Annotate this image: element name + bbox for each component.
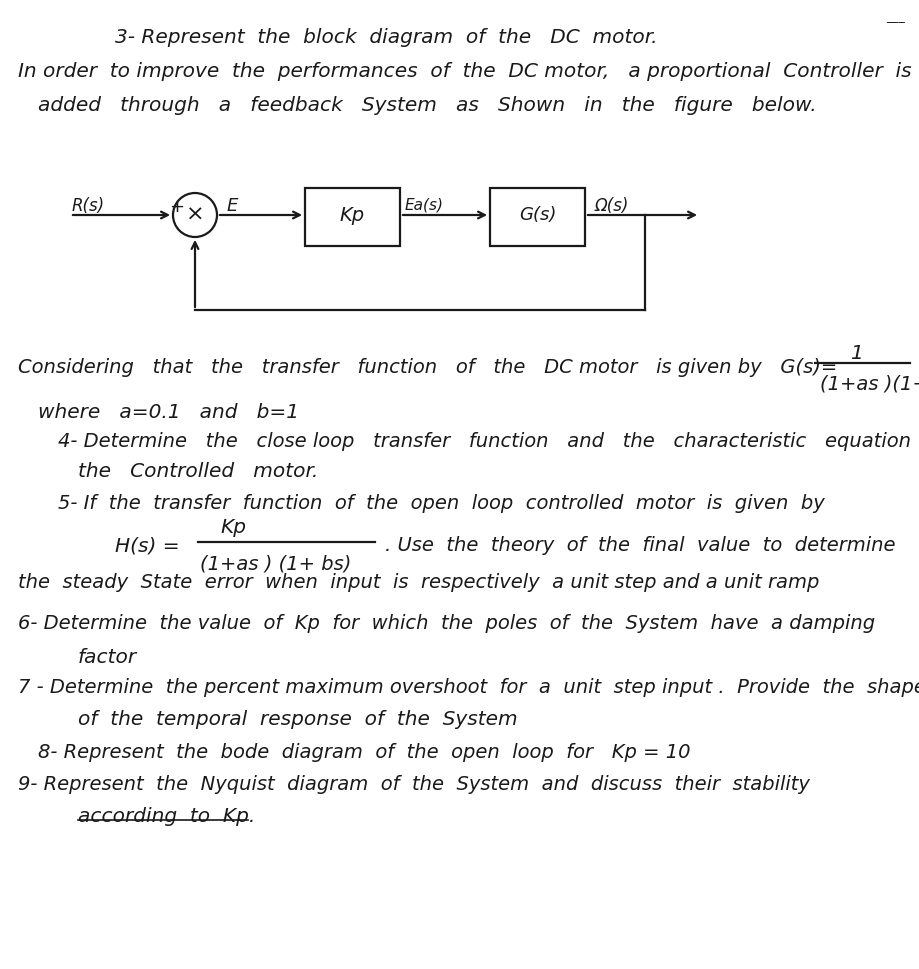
Text: . Use  the  theory  of  the  final  value  to  determine: . Use the theory of the final value to d… bbox=[385, 536, 895, 555]
Text: 3- Represent  the  block  diagram  of  the   DC  motor.: 3- Represent the block diagram of the DC… bbox=[115, 28, 657, 47]
Text: Ea(s): Ea(s) bbox=[405, 197, 444, 212]
Text: Ω(s): Ω(s) bbox=[595, 197, 630, 215]
Text: added   through   a   feedback   System   as   Shown   in   the   figure   below: added through a feedback System as Shown… bbox=[38, 96, 817, 115]
Text: Kp: Kp bbox=[340, 205, 365, 225]
Text: Kp: Kp bbox=[220, 518, 246, 537]
Text: 8- Represent  the  bode  diagram  of  the  open  loop  for   Kp = 10: 8- Represent the bode diagram of the ope… bbox=[38, 743, 690, 762]
Text: the  steady  State  error  when  input  is  respectively  a unit step and a unit: the steady State error when input is res… bbox=[18, 573, 820, 592]
Text: Considering   that   the   transfer   function   of   the   DC motor   is given : Considering that the transfer function o… bbox=[18, 358, 837, 377]
Text: H(s) =: H(s) = bbox=[115, 536, 179, 555]
Text: 1: 1 bbox=[850, 344, 862, 363]
Text: R(s): R(s) bbox=[72, 197, 105, 215]
Text: ×: × bbox=[186, 205, 204, 225]
Text: 5- If  the  transfer  function  of  the  open  loop  controlled  motor  is  give: 5- If the transfer function of the open … bbox=[58, 494, 824, 513]
Bar bbox=[305, 188, 400, 246]
Text: where   a=0.1   and   b=1: where a=0.1 and b=1 bbox=[38, 403, 299, 422]
Text: factor: factor bbox=[78, 648, 137, 667]
Text: 9- Represent  the  Nyquist  diagram  of  the  System  and  discuss  their  stabi: 9- Represent the Nyquist diagram of the … bbox=[18, 775, 810, 794]
Text: (1+as )(1+bs): (1+as )(1+bs) bbox=[820, 375, 919, 394]
Text: E: E bbox=[227, 197, 238, 215]
Text: +: + bbox=[169, 198, 184, 216]
Text: of  the  temporal  response  of  the  System: of the temporal response of the System bbox=[78, 710, 517, 729]
Text: 4- Determine   the   close loop   transfer   function   and   the   characterist: 4- Determine the close loop transfer fun… bbox=[58, 432, 919, 451]
Text: ___: ___ bbox=[886, 10, 905, 23]
Text: the   Controlled   motor.: the Controlled motor. bbox=[78, 462, 318, 481]
Text: 6- Determine  the value  of  Kp  for  which  the  poles  of  the  System  have  : 6- Determine the value of Kp for which t… bbox=[18, 614, 875, 633]
Text: according  to  Kp.: according to Kp. bbox=[78, 807, 255, 826]
Text: (1+as ) (1+ bs): (1+as ) (1+ bs) bbox=[200, 554, 351, 573]
Text: G(s): G(s) bbox=[519, 206, 556, 224]
Text: 7 - Determine  the percent maximum overshoot  for  a  unit  step input .  Provid: 7 - Determine the percent maximum oversh… bbox=[18, 678, 919, 697]
Bar bbox=[490, 188, 585, 246]
Text: In order  to improve  the  performances  of  the  DC motor,   a proportional  Co: In order to improve the performances of … bbox=[18, 62, 912, 81]
